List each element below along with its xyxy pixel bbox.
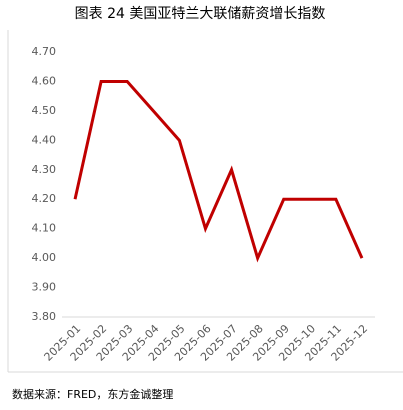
y-tick-label: 3.80 bbox=[32, 310, 57, 323]
y-tick-label: 4.40 bbox=[32, 133, 57, 146]
y-tick-label: 4.10 bbox=[32, 222, 57, 235]
y-tick-label: 4.50 bbox=[32, 104, 57, 117]
source: 数据来源：FRED，东方金诚整理 bbox=[12, 387, 173, 401]
y-tick-label: 4.70 bbox=[32, 45, 57, 58]
y-tick-label: 4.00 bbox=[32, 251, 57, 264]
data-line bbox=[73, 79, 364, 263]
y-tick-label: 4.30 bbox=[32, 163, 57, 176]
y-tick-label: 3.90 bbox=[32, 281, 57, 294]
chart-title: 图表 24 美国亚特兰大联储薪资增长指数 bbox=[75, 6, 326, 22]
y-tick-label: 4.20 bbox=[32, 192, 57, 205]
y-tick-label: 4.60 bbox=[32, 74, 57, 87]
